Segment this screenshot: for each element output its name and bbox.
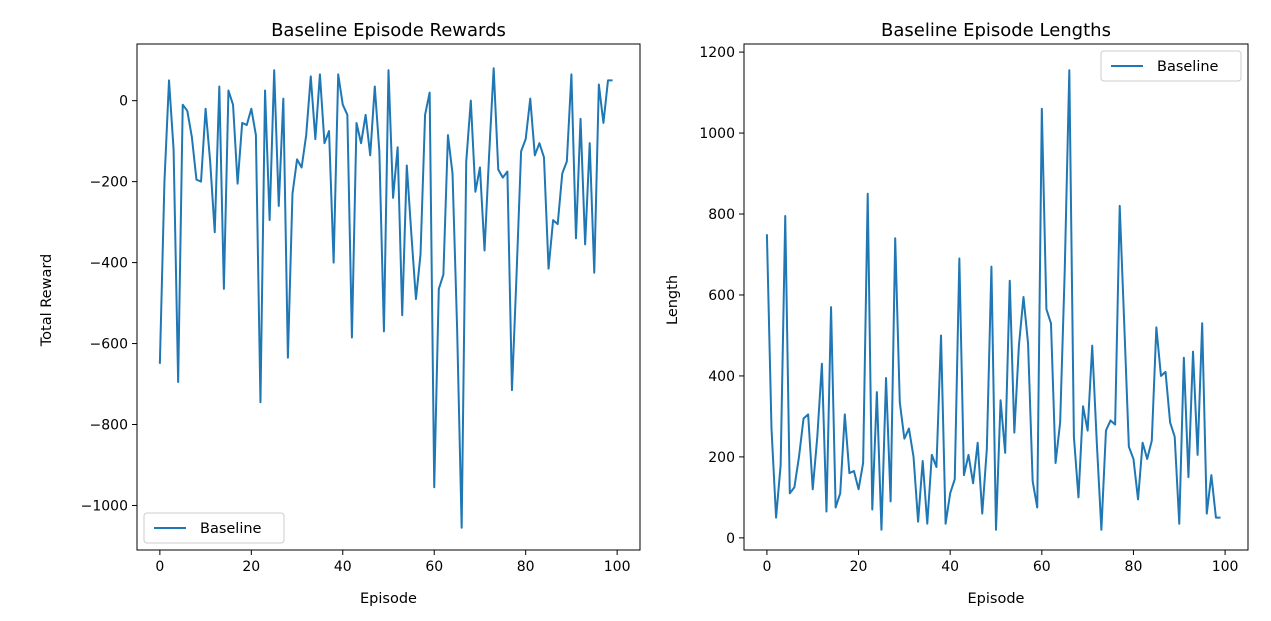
lengths-y-tick-label: 0 [726, 531, 735, 547]
rewards-legend: Baseline [143, 512, 285, 544]
rewards-x-axis-label: Episode [360, 591, 417, 607]
rewards-chart-title: Baseline Episode Rewards [271, 20, 506, 41]
rewards-x-tick-label: 0 [155, 559, 164, 575]
rewards-x-tick-label: 20 [242, 559, 260, 575]
lengths-x-tick-label: 20 [850, 559, 868, 575]
rewards-y-tick-label: −200 [90, 175, 128, 191]
rewards-y-tick-label: −400 [90, 256, 128, 272]
rewards-x-tick-label: 40 [334, 559, 352, 575]
rewards-legend-label: Baseline [200, 521, 262, 537]
rewards-x-tick-label: 60 [425, 559, 443, 575]
lengths-y-tick-label: 600 [708, 288, 735, 304]
rewards-series-line-baseline [158, 67, 613, 529]
lengths-x-axis-label: Episode [968, 591, 1025, 607]
rewards-y-tick-label: −600 [90, 337, 128, 353]
rewards-plot-frame [136, 43, 641, 551]
lengths-x-tick-label: 0 [762, 559, 771, 575]
lengths-x-tick-label: 100 [1212, 559, 1239, 575]
rewards-y-tick-label: −1000 [81, 498, 128, 514]
lengths-x-tick-label: 80 [1125, 559, 1143, 575]
lengths-x-tick-label: 40 [941, 559, 959, 575]
lengths-y-tick-label: 800 [708, 207, 735, 223]
lengths-legend: Baseline [1100, 50, 1242, 82]
lengths-y-tick-label: 200 [708, 450, 735, 466]
lengths-legend-box [1100, 50, 1242, 82]
lengths-plot-frame [743, 43, 1249, 551]
rewards-x-tick-label: 80 [517, 559, 535, 575]
rewards-chart-panel: Baseline Episode Rewards Episode Total R… [39, 20, 641, 607]
lengths-series-line-baseline [765, 69, 1221, 531]
lengths-chart-panel: Baseline Episode Lengths Episode Length … [665, 20, 1249, 607]
lengths-legend-label: Baseline [1157, 59, 1219, 75]
rewards-y-tick-label: −800 [90, 418, 128, 434]
rewards-x-tick-label: 100 [604, 559, 631, 575]
lengths-y-tick-label: 1200 [699, 45, 735, 61]
rewards-y-axis-label: Total Reward [39, 254, 55, 347]
lengths-x-tick-label: 60 [1033, 559, 1051, 575]
rewards-y-tick-label: 0 [119, 94, 128, 110]
lengths-y-tick-label: 400 [708, 369, 735, 385]
lengths-y-tick-label: 1000 [699, 126, 735, 142]
lengths-y-axis-label: Length [665, 275, 681, 325]
rewards-legend-box [143, 512, 285, 544]
lengths-chart-title: Baseline Episode Lengths [881, 20, 1111, 41]
